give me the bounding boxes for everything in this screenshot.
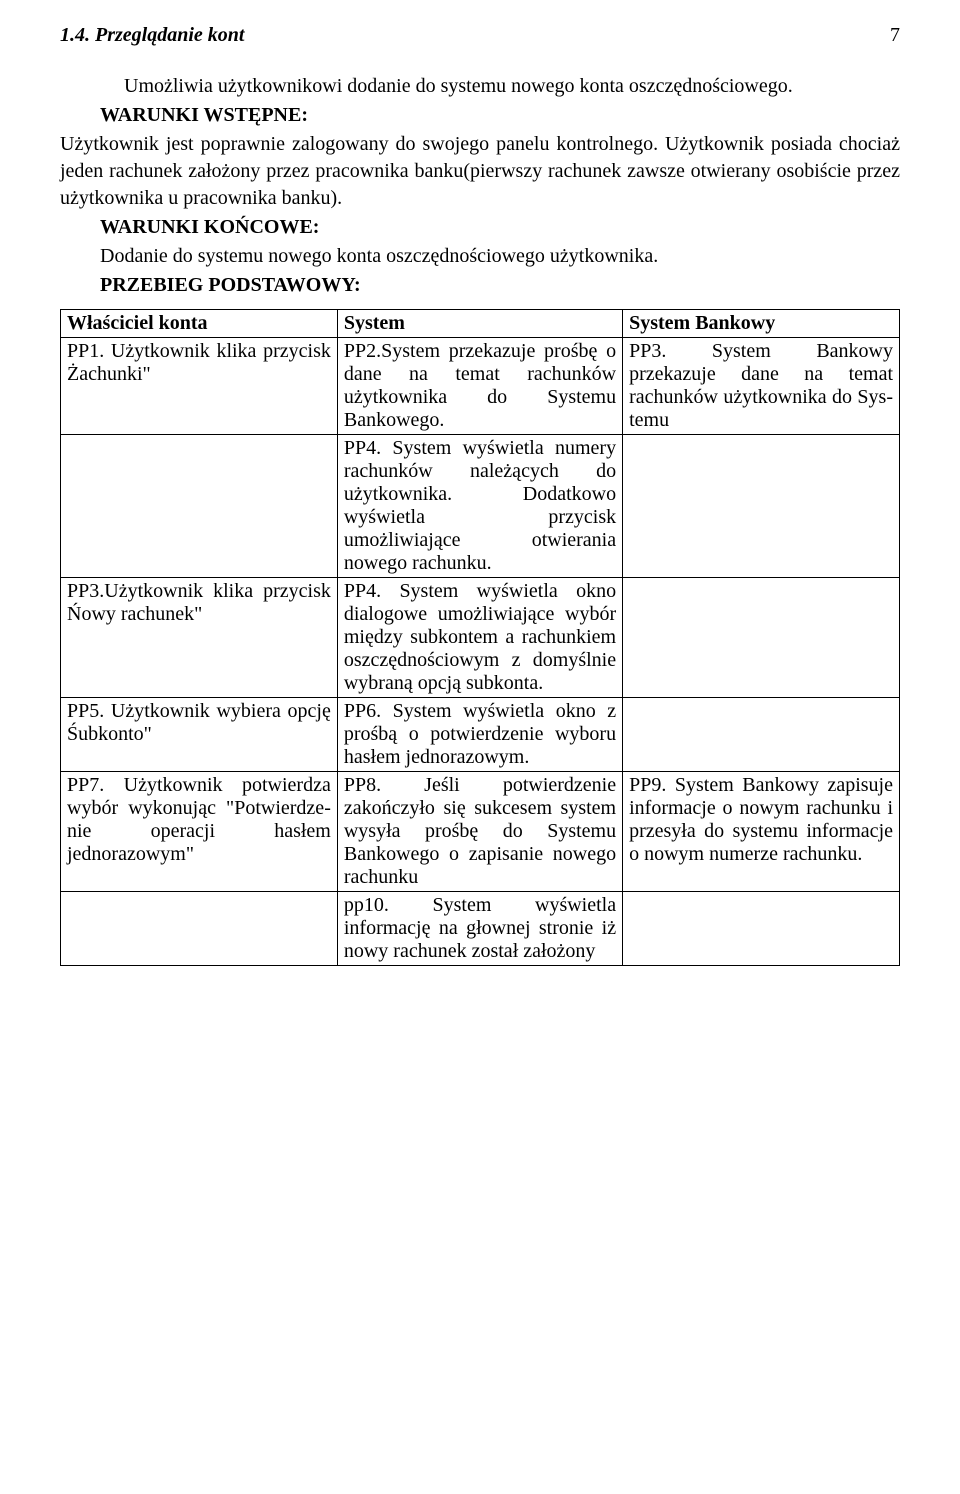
intro-block: Umożliwia użytkownikowi dodanie do syste…: [100, 73, 900, 299]
table-row: PP7. Użytkownik potwierdza wybór wykonuj…: [61, 772, 900, 892]
header-system: System: [337, 310, 622, 338]
cell-owner: PP5. Użytkownik wybiera opcję Śubkonto": [61, 698, 338, 772]
section-title: 1.4. Przeglądanie kont: [60, 24, 244, 47]
table-row: PP5. Użytkownik wybiera opcję Śubkonto" …: [61, 698, 900, 772]
cell-bank: [623, 892, 900, 966]
preconditions-body: Użytkownik jest poprawnie zalogowany do …: [60, 131, 900, 212]
running-header: 1.4. Przeglądanie kont 7: [60, 24, 900, 47]
header-bank: System Bankowy: [623, 310, 900, 338]
table-row: PP4. System wyświetla numery rachunków n…: [61, 435, 900, 578]
cell-bank: PP3. System Bankowy przekazuje dane na t…: [623, 338, 900, 435]
cell-bank: [623, 435, 900, 578]
cell-system: pp10. System wyświ­etla informację na gł…: [337, 892, 622, 966]
cell-system: PP8. Jeśli potwierdzenie zakończyło się …: [337, 772, 622, 892]
cell-owner: [61, 892, 338, 966]
table-row: PP3.Użytkownik klika przycisk Ńowy rachu…: [61, 578, 900, 698]
cell-system: PP6. System wyświ­etla okno z prośbą o p…: [337, 698, 622, 772]
intro-paragraph: Umożliwia użytkownikowi dodanie do syste…: [100, 73, 900, 100]
table-header-row: Właściciel konta System System Bankowy: [61, 310, 900, 338]
cell-owner: [61, 435, 338, 578]
cell-system: PP4. System wyświetla numery rachunków n…: [337, 435, 622, 578]
cell-system: PP2.System przekazuje prośbę o dane na t…: [337, 338, 622, 435]
cell-owner: PP7. Użytkownik potwierdza wybór wykonuj…: [61, 772, 338, 892]
cell-bank: [623, 578, 900, 698]
preconditions-label: WARUNKI WSTĘPNE:: [100, 102, 900, 129]
usecase-table: Właściciel konta System System Bankowy P…: [60, 309, 900, 966]
postconditions-body: Dodanie do systemu nowego konta oszczędn…: [100, 243, 900, 270]
table-row: PP1. Użytkownik klika przycisk Żachunki"…: [61, 338, 900, 435]
cell-bank: PP9. System Bankowy zapisuje informacje …: [623, 772, 900, 892]
mainflow-label: PRZEBIEG PODSTAWOWY:: [100, 272, 900, 299]
cell-system: PP4. System wyświ­etla okno dialogowe um…: [337, 578, 622, 698]
header-owner: Właściciel konta: [61, 310, 338, 338]
page: 1.4. Przeglądanie kont 7 Umożliwia użytk…: [0, 0, 960, 1006]
cell-bank: [623, 698, 900, 772]
cell-owner: PP1. Użytkownik klika przycisk Żachunki": [61, 338, 338, 435]
cell-owner: PP3.Użytkownik klika przycisk Ńowy rachu…: [61, 578, 338, 698]
table-row: pp10. System wyświ­etla informację na gł…: [61, 892, 900, 966]
page-number: 7: [890, 24, 900, 47]
postconditions-label: WARUNKI KOŃCOWE:: [100, 214, 900, 241]
